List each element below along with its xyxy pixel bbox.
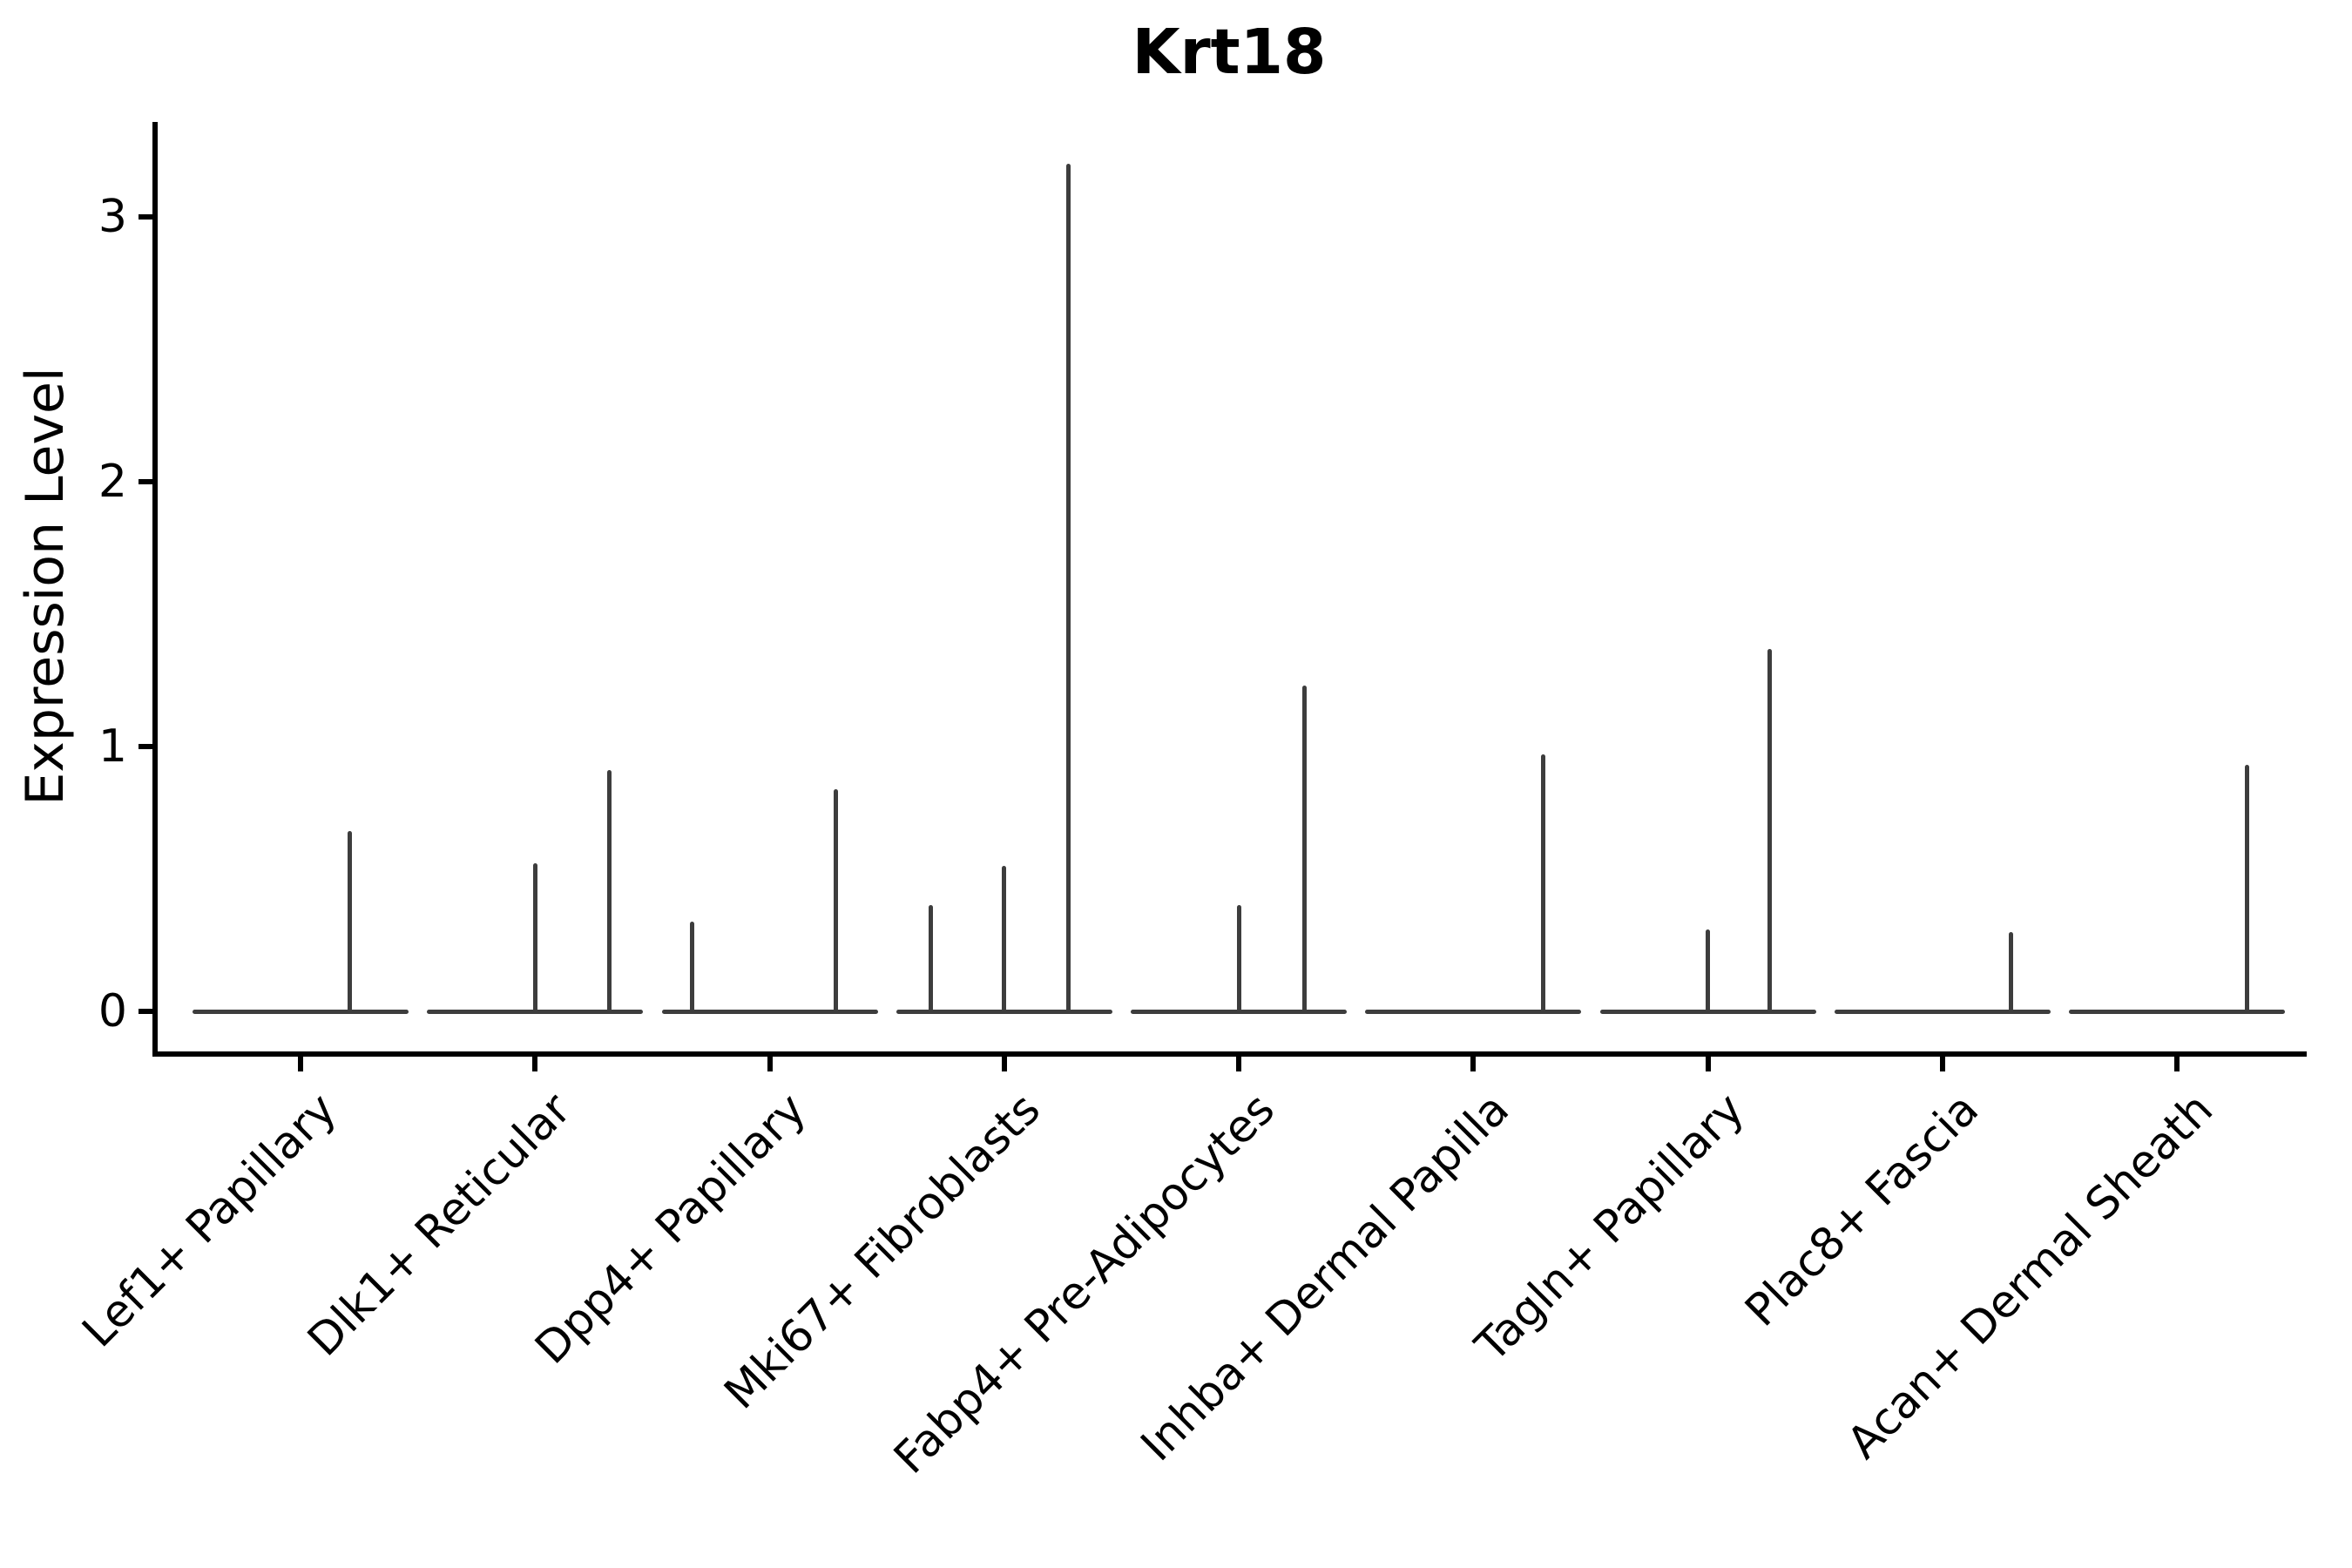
violin-spike (1767, 648, 1772, 1013)
x-tick-label: Lef1+ Papillary (72, 1084, 347, 1358)
violin-spike (2244, 765, 2249, 1013)
x-tick-label: Tagln+ Papillary (1465, 1084, 1754, 1372)
x-tick-mark (298, 1056, 303, 1071)
y-tick-label: 2 (98, 456, 127, 508)
violin-spike (929, 905, 934, 1013)
x-tick-mark (1705, 1056, 1711, 1071)
x-axis-spine (152, 1051, 2307, 1057)
violin-spike (1540, 754, 1545, 1013)
y-tick-label: 0 (98, 985, 127, 1037)
y-tick-label: 3 (98, 191, 127, 243)
violin-body (1365, 1009, 1582, 1014)
violin-spike (606, 770, 612, 1013)
violin-spike (1066, 164, 1071, 1013)
x-tick-mark (1236, 1056, 1241, 1071)
violin-spike (690, 921, 694, 1013)
violin-spike (1301, 686, 1307, 1013)
y-tick-mark (139, 1009, 155, 1014)
violin-body (661, 1009, 878, 1014)
x-tick-mark (767, 1056, 773, 1071)
y-tick-mark (139, 744, 155, 749)
plot-title: Krt18 (1132, 16, 1327, 88)
violin-body (1834, 1009, 2051, 1014)
violin-spike (1002, 865, 1007, 1013)
y-tick-mark (139, 479, 155, 484)
violin-spike (1236, 905, 1241, 1013)
violin-body (193, 1009, 409, 1014)
x-tick-mark (532, 1056, 538, 1071)
x-tick-mark (1470, 1056, 1477, 1071)
y-tick-mark (139, 214, 155, 220)
violin-spike (532, 862, 537, 1013)
violin-spike (834, 788, 838, 1013)
x-tick-label: Fabp4+ Pre-Adipocytes (884, 1084, 1285, 1484)
x-tick-mark (1939, 1056, 1945, 1071)
violin-spike (2009, 931, 2014, 1013)
y-axis-spine (152, 122, 158, 1057)
x-tick-mark (2174, 1056, 2180, 1071)
x-tick-label: Plac8+ Fascia (1735, 1084, 1989, 1337)
violin-spike (347, 831, 352, 1013)
violin-body (2069, 1009, 2285, 1014)
violin-spike (1706, 929, 1710, 1013)
y-tick-label: 1 (98, 720, 127, 773)
x-tick-label: Dlk1+ Reticular (298, 1084, 582, 1367)
x-tick-mark (1001, 1056, 1007, 1071)
